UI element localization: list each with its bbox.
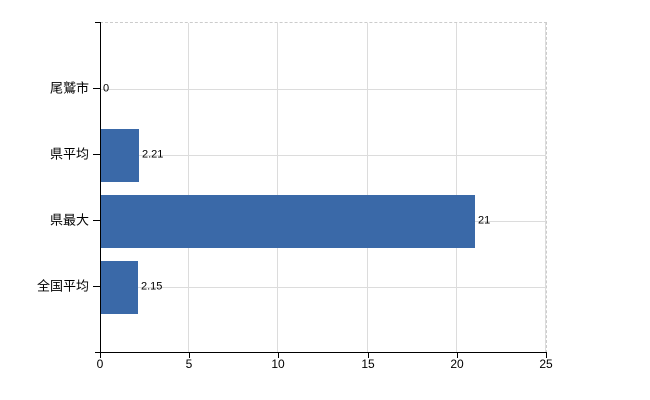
x-axis-tick-label: 15: [361, 357, 375, 371]
bar: [100, 129, 139, 182]
x-axis-tick: [457, 353, 458, 358]
x-axis-tick-label: 20: [450, 357, 464, 371]
bar-value-label: 21: [478, 214, 491, 227]
x-axis-tick-label: 25: [539, 357, 553, 371]
horizontal-gridline: [100, 89, 546, 90]
vertical-gridline: [456, 23, 457, 353]
bar: [100, 261, 138, 314]
x-axis-tick: [278, 353, 279, 358]
bar-value-label: 2.21: [142, 148, 164, 161]
y-axis-line: [100, 22, 101, 358]
bar: [100, 195, 475, 248]
vertical-gridline: [188, 23, 189, 353]
bar-value-label: 2.15: [141, 280, 163, 293]
y-axis-end-tick: [95, 22, 100, 23]
vertical-gridline: [545, 23, 546, 353]
horizontal-gridline: [100, 287, 546, 288]
x-axis-tick-label: 5: [185, 357, 193, 371]
x-axis-tick: [100, 353, 101, 358]
y-axis-tick: [93, 220, 100, 221]
y-axis-category-label: 県最大: [49, 212, 89, 228]
vertical-gridline: [277, 23, 278, 353]
x-axis-tick: [368, 353, 369, 358]
bar-value-label: 0: [103, 82, 110, 95]
y-axis-category-label: 全国平均: [36, 278, 89, 294]
x-axis-tick: [189, 353, 190, 358]
y-axis-tick: [93, 154, 100, 155]
plot-area: 0 2.21 21 2.15: [100, 22, 547, 353]
vertical-gridline: [367, 23, 368, 353]
x-axis-tick: [546, 353, 547, 358]
x-axis-tick-label: 0: [96, 357, 104, 371]
horizontal-gridline: [100, 155, 546, 156]
x-axis-tick-label: 10: [271, 357, 285, 371]
x-axis-line: [95, 352, 547, 353]
y-axis-category-label: 尾鷲市: [49, 80, 89, 96]
y-axis-category-label: 県平均: [49, 146, 89, 162]
y-axis-tick: [93, 88, 100, 89]
y-axis-tick: [93, 286, 100, 287]
